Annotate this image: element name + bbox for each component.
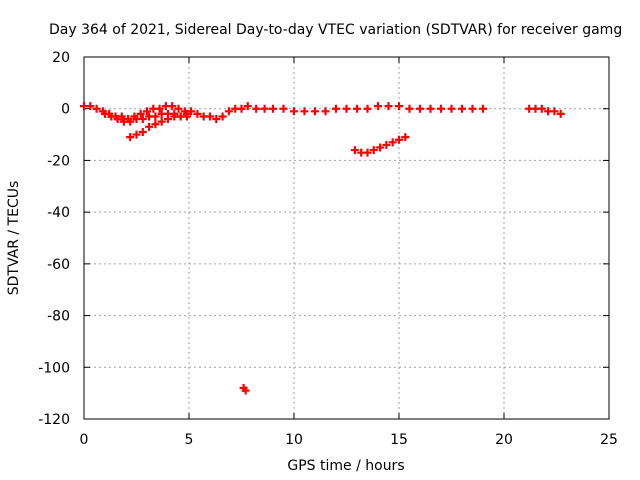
series-late-segment (525, 104, 565, 118)
data-point (437, 104, 445, 113)
data-point (342, 104, 351, 113)
series-dip-arc (126, 109, 191, 142)
plot-frame (83, 56, 610, 420)
data-point (388, 138, 397, 147)
data-point (145, 122, 154, 131)
y-tick-label: -100 (38, 360, 70, 376)
data-point (168, 102, 177, 111)
chart-title: Day 364 of 2021, Sidereal Day-to-day VTE… (49, 22, 622, 38)
data-point (252, 104, 261, 113)
data-point (117, 112, 126, 121)
data-point (321, 107, 330, 116)
y-tick-label: -20 (47, 153, 70, 169)
data-point (363, 148, 372, 157)
data-points (80, 102, 565, 395)
data-point (136, 109, 145, 118)
data-point (363, 104, 372, 113)
data-point (224, 107, 233, 116)
y-tick-label: 20 (52, 50, 70, 66)
data-point (101, 109, 109, 118)
data-point (176, 112, 185, 121)
data-point (164, 115, 172, 124)
data-point (269, 104, 277, 113)
data-point (395, 102, 403, 111)
data-point (384, 102, 393, 111)
data-point (468, 104, 477, 113)
data-point (126, 117, 135, 126)
x-tick-label: 15 (390, 432, 408, 448)
data-point (193, 109, 202, 118)
data-point (376, 143, 385, 152)
data-point (479, 104, 487, 113)
data-point (416, 104, 424, 113)
data-point (151, 112, 160, 121)
series-outlier (239, 383, 250, 395)
data-point (107, 112, 116, 121)
data-point (353, 104, 361, 113)
data-point (86, 102, 95, 111)
data-point (174, 104, 183, 113)
data-point (151, 120, 160, 129)
data-point (218, 112, 227, 121)
x-axis-label: GPS time / hours (287, 458, 404, 474)
data-point (113, 115, 122, 124)
data-point (155, 104, 164, 113)
data-point (126, 133, 135, 142)
data-point (182, 109, 191, 118)
data-point (237, 104, 246, 113)
series-main-band (80, 102, 487, 124)
data-point (290, 107, 298, 116)
data-point (458, 104, 466, 113)
data-point (382, 140, 391, 149)
data-point (311, 107, 319, 116)
x-tick-label: 10 (285, 432, 303, 448)
x-tick-label: 25 (600, 432, 618, 448)
data-point (332, 104, 340, 113)
data-point (157, 117, 166, 126)
y-tick-label: -60 (47, 257, 70, 273)
data-point (447, 104, 456, 113)
data-point (92, 104, 101, 113)
data-point (550, 107, 559, 116)
data-point (143, 107, 151, 116)
data-point (138, 127, 147, 136)
tick-labels: 0 5 10 15 20 25 20 0 -20 -40 -60 -80 -100 -120 (38, 50, 618, 448)
y-axis-label: SDTVAR / TECUs (6, 181, 22, 296)
y-tick-label: -40 (47, 205, 70, 221)
y-tick-label: 0 (61, 102, 70, 118)
x-tick-label: 20 (495, 432, 513, 448)
data-point (212, 115, 221, 124)
data-point (132, 130, 141, 139)
x-tick-label: 0 (80, 432, 89, 448)
data-point (279, 104, 288, 113)
x-tick-label: 5 (185, 432, 194, 448)
data-point (556, 109, 565, 118)
data-point (187, 107, 196, 116)
data-point (350, 146, 359, 155)
data-point (369, 146, 378, 155)
data-point (300, 107, 309, 116)
data-point (401, 133, 410, 142)
data-point (260, 104, 269, 113)
data-point (241, 386, 250, 395)
data-point (206, 112, 214, 121)
data-point (405, 104, 414, 113)
data-point (395, 135, 403, 144)
y-tick-label: -80 (47, 309, 70, 325)
data-point (138, 115, 147, 124)
grid-lines (84, 57, 609, 419)
data-point (374, 102, 382, 111)
data-point (537, 104, 546, 113)
series-arc-13h (350, 133, 410, 157)
data-point (426, 104, 435, 113)
data-point (243, 102, 252, 111)
axis-ticks (83, 56, 610, 420)
y-tick-label: -120 (38, 412, 70, 428)
